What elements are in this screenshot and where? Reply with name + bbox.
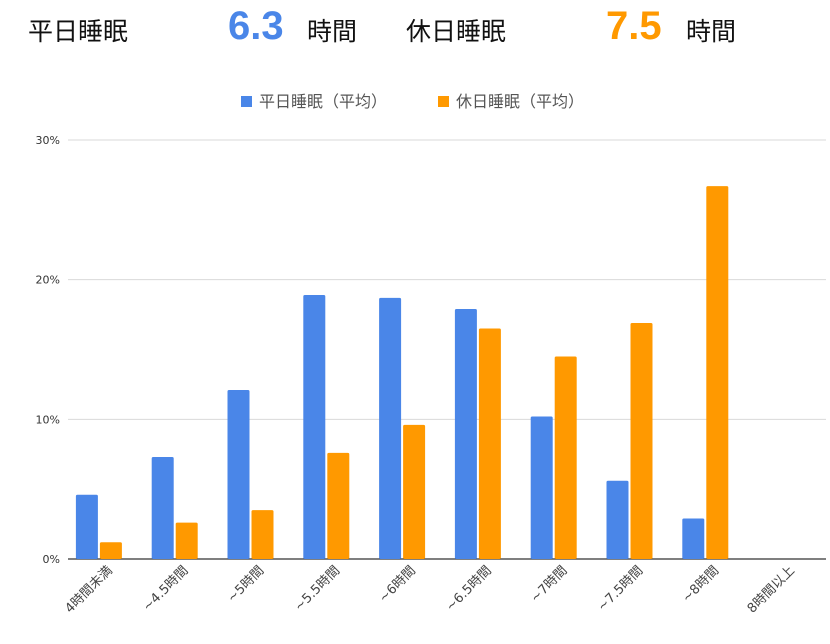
bar-weekday [530, 416, 553, 559]
holiday-sleep-label: 休日睡眠 [406, 17, 507, 46]
weekday-sleep-value: 6.3 [228, 4, 284, 48]
holiday-sleep-value: 7.5 [606, 4, 662, 48]
bar-weekday [379, 297, 402, 559]
bar-holiday [327, 452, 350, 559]
x-category-label: ~7.5時間 [595, 563, 646, 614]
bar-weekday [606, 480, 629, 559]
bar-weekday [682, 518, 705, 559]
bar-holiday [554, 356, 577, 559]
x-category-label: ~5時間 [225, 563, 268, 606]
bar-weekday [75, 494, 98, 559]
bar-holiday [251, 510, 274, 559]
legend-swatch-weekday [241, 96, 252, 107]
bar-weekday [227, 390, 250, 559]
bar-holiday [403, 424, 426, 559]
bar-holiday [478, 328, 501, 559]
weekday-sleep-unit: 時間 [307, 17, 358, 46]
bar-weekday [303, 295, 326, 559]
x-category-label: 8時間以上 [745, 563, 798, 616]
x-category-label: ~8時間 [680, 563, 723, 606]
bar-holiday [99, 542, 122, 559]
bar-weekday [151, 457, 174, 559]
legend-swatch-holiday [438, 96, 449, 107]
y-tick-label: 20% [36, 274, 60, 287]
y-tick-label: 0% [43, 553, 60, 566]
x-category-label: 4時間未満 [62, 563, 115, 616]
holiday-sleep-unit: 時間 [686, 17, 737, 46]
bar-holiday [175, 522, 198, 559]
x-category-label: ~6.5時間 [443, 563, 494, 614]
y-tick-label: 30% [36, 134, 60, 147]
legend-label-weekday: 平日睡眠（平均） [259, 92, 387, 111]
bar-weekday [454, 308, 477, 559]
bar-holiday [630, 322, 653, 559]
bar-holiday [706, 186, 729, 559]
summary-header: 平日睡眠 6.3 時間 休日睡眠 7.5 時間 [0, 0, 830, 60]
weekday-sleep-label: 平日睡眠 [28, 17, 129, 46]
x-category-label: ~7時間 [528, 563, 571, 606]
y-tick-label: 10% [36, 413, 60, 426]
x-category-label: ~4.5時間 [140, 563, 191, 614]
x-category-label: ~5.5時間 [292, 563, 343, 614]
x-category-label: ~6時間 [376, 563, 419, 606]
legend-label-holiday: 休日睡眠（平均） [456, 92, 584, 111]
